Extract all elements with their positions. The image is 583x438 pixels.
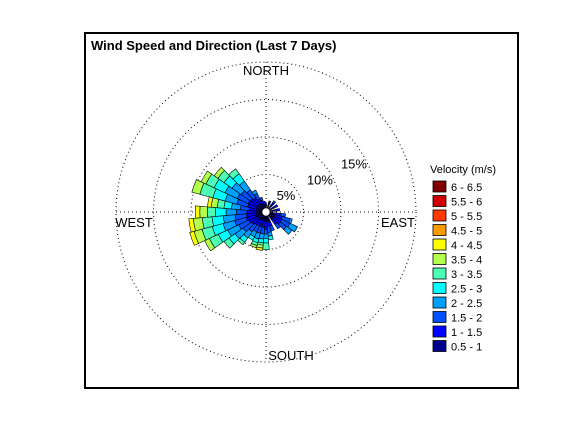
direction-label-west: WEST	[115, 215, 153, 230]
ring-label: 10%	[307, 172, 333, 187]
legend-swatch	[432, 296, 447, 309]
legend-label: 5 - 5.5	[451, 211, 482, 223]
legend-swatch	[432, 282, 447, 294]
sector-segment	[262, 200, 266, 205]
sector-segment	[262, 238, 270, 244]
sector-segment	[249, 243, 258, 249]
legend-label: 0.5 - 1	[451, 342, 482, 354]
ring-label: 5%	[277, 188, 296, 203]
ring-labels: 5% 10% 15%	[277, 156, 368, 203]
chart-title: Wind Speed and Direction (Last 7 Days)	[91, 38, 336, 53]
sector-segment	[189, 230, 199, 246]
sector-segment	[199, 205, 208, 219]
direction-label-north: NORTH	[243, 63, 289, 78]
sector-segment	[206, 206, 217, 218]
legend-label: 1.5 - 2	[451, 313, 482, 325]
grid-ring	[153, 99, 379, 325]
sector-segment	[267, 200, 272, 205]
legend-swatch	[432, 195, 447, 207]
legend-swatch	[432, 209, 447, 222]
legend-label: 6 - 6.5	[451, 182, 482, 194]
sector-segment	[259, 196, 264, 202]
legend-items: 6 - 6.5 5.5 - 6 5 - 5.5 4.5 - 5 4 - 4.5 3.5 -…	[432, 180, 482, 354]
sector-segment	[251, 189, 258, 196]
legend-label: 1 - 1.5	[451, 327, 482, 339]
legend-swatch	[432, 224, 447, 236]
legend-label: 3 - 3.5	[451, 269, 482, 281]
sector-segment	[272, 204, 279, 209]
sector-segment	[274, 222, 281, 230]
legend-swatch	[432, 311, 447, 323]
sector-segment	[273, 208, 281, 212]
polar-grid	[115, 61, 417, 363]
legend-swatch	[432, 238, 447, 251]
grid-ring	[228, 174, 304, 250]
direction-label-south: SOUTH	[268, 348, 314, 363]
sector-segment	[191, 179, 205, 195]
legend-label: 5.5 - 6	[451, 197, 482, 209]
direction-label-east: EAST	[381, 215, 415, 230]
sector-segment	[188, 218, 196, 233]
legend-label: 4.5 - 5	[451, 226, 482, 238]
sector-segment	[215, 207, 227, 217]
legend-swatch	[432, 340, 447, 352]
sector-segment	[228, 168, 240, 180]
sector-segment	[200, 170, 213, 185]
sector-segment	[272, 200, 277, 205]
legend-label: 4 - 4.5	[451, 240, 482, 252]
center-hole	[261, 207, 271, 217]
sector-segment	[262, 242, 270, 251]
wind-sectors	[188, 166, 298, 252]
legend-swatch	[432, 253, 447, 265]
legend-swatch	[432, 325, 447, 338]
legend-swatch	[432, 267, 447, 280]
legend-label: 3.5 - 4	[451, 255, 482, 267]
sector-segment	[194, 205, 201, 219]
sector-segment	[267, 235, 274, 241]
sector-segment	[255, 246, 264, 251]
sector-segment	[213, 166, 225, 179]
sector-segment	[263, 233, 269, 239]
legend-label: 2.5 - 3	[451, 284, 482, 296]
grid-ring	[115, 61, 417, 363]
ring-label: 15%	[341, 156, 367, 171]
velocity-legend: Velocity (m/s) 6 - 6.5 5.5 - 6 5 - 5.5 4.5 …	[430, 164, 496, 354]
sector-segment	[287, 222, 298, 233]
legend-swatch	[432, 180, 447, 193]
sector-segment	[283, 225, 293, 235]
grid-ring	[190, 136, 342, 288]
legend-title: Velocity (m/s)	[430, 164, 496, 176]
legend-label: 2 - 2.5	[451, 298, 482, 310]
